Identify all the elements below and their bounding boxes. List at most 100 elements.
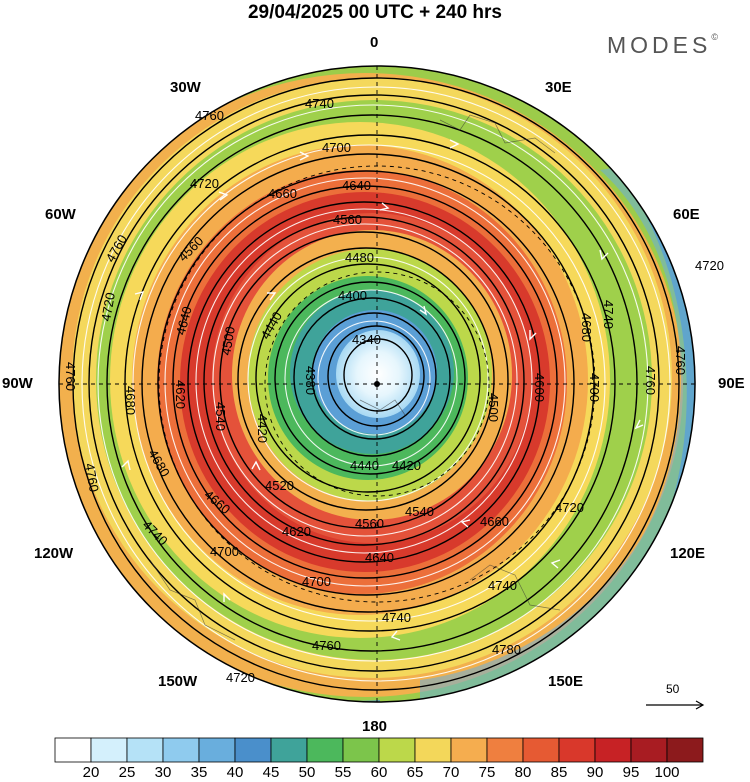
colorbar-tick-label: 45 bbox=[262, 764, 280, 781]
contour-label: 4740 bbox=[305, 96, 334, 111]
contour-label: 4640 bbox=[173, 305, 195, 337]
colorbar-tick-label: 90 bbox=[586, 764, 604, 781]
contour-label: 4520 bbox=[265, 478, 294, 493]
contour-label: 4780 bbox=[492, 642, 521, 657]
reference-vector-label: 50 bbox=[666, 682, 680, 696]
contour-label: 4400 bbox=[338, 288, 367, 303]
contour-label: 4640 bbox=[365, 550, 394, 565]
lon-label-60e: 60E bbox=[673, 206, 700, 223]
contour-label: 4640 bbox=[342, 178, 371, 193]
contour-label: 4680 bbox=[123, 386, 138, 415]
colorbar-tick-label: 65 bbox=[406, 764, 424, 781]
wind-speed-colorbar bbox=[54, 737, 704, 763]
colorbar-swatch bbox=[522, 737, 560, 763]
contour-label: 4560 bbox=[333, 212, 362, 227]
lon-label-60w: 60W bbox=[45, 206, 76, 223]
lon-label-30e: 30E bbox=[545, 79, 572, 96]
colorbar-swatch bbox=[666, 737, 704, 763]
contour-label: 4680 bbox=[579, 313, 594, 342]
lon-label-0: 0 bbox=[370, 34, 379, 51]
contour-label: 4380 bbox=[303, 366, 318, 395]
contour-label: 4720 bbox=[226, 670, 255, 685]
contour-label: 4700 bbox=[302, 574, 331, 589]
contour-label: 4600 bbox=[532, 373, 547, 402]
colorbar-tick-label: 100 bbox=[654, 764, 680, 781]
colorbar-swatch bbox=[342, 737, 380, 763]
colorbar-swatch bbox=[306, 737, 344, 763]
height-contours bbox=[72, 77, 680, 691]
lon-label-120w: 120W bbox=[34, 545, 74, 562]
lon-label-150w: 150W bbox=[158, 673, 198, 690]
contour-label: 4720 bbox=[695, 258, 724, 273]
colorbar-tick-label: 70 bbox=[442, 764, 460, 781]
lon-label-90e: 90E bbox=[718, 375, 745, 392]
contour-label: 4740 bbox=[382, 610, 411, 625]
contour-label: 4540 bbox=[213, 402, 228, 431]
colorbar-tick-label: 35 bbox=[190, 764, 208, 781]
colorbar-swatch bbox=[162, 737, 200, 763]
colorbar-swatch bbox=[270, 737, 308, 763]
lon-label-180: 180 bbox=[362, 718, 388, 735]
contour-label: 4700 bbox=[587, 373, 602, 402]
contour-label: 4720 bbox=[190, 176, 219, 191]
colorbar-swatch bbox=[54, 737, 92, 763]
contour-label: 4440 bbox=[350, 458, 379, 473]
contour-label: 4720 bbox=[98, 291, 118, 322]
contour-label: 4340 bbox=[352, 332, 381, 347]
colorbar-tick-label: 20 bbox=[82, 764, 100, 781]
contour-label: 4760 bbox=[82, 462, 102, 493]
colorbar-swatch bbox=[486, 737, 524, 763]
colorbar-tick-label: 75 bbox=[478, 764, 496, 781]
lon-label-150e: 150E bbox=[548, 673, 584, 690]
contour-label: 4760 bbox=[63, 362, 78, 391]
colorbar-tick-label: 30 bbox=[154, 764, 172, 781]
lon-label-30w: 30W bbox=[170, 79, 201, 96]
colorbar-swatch bbox=[558, 737, 596, 763]
contour-label: 4420 bbox=[392, 458, 421, 473]
colorbar-swatch bbox=[414, 737, 452, 763]
colorbar-swatch bbox=[630, 737, 668, 763]
colorbar-swatch bbox=[378, 737, 416, 763]
map-title: 29/04/2025 00 UTC + 240 hrs bbox=[247, 2, 503, 23]
contour-label: 4500 bbox=[218, 325, 238, 356]
colorbar-swatch bbox=[450, 737, 488, 763]
contour-label: 4740 bbox=[488, 578, 517, 593]
contour-label: 4540 bbox=[405, 504, 434, 519]
contour-label: 4480 bbox=[345, 250, 374, 265]
contour-label: 4420 bbox=[255, 414, 270, 443]
colorbar-swatch bbox=[198, 737, 236, 763]
coastlines bbox=[149, 114, 561, 641]
colorbar-tick-label: 40 bbox=[226, 764, 244, 781]
colorbar-tick-label: 80 bbox=[514, 764, 532, 781]
brand-logo: MODES© bbox=[607, 32, 718, 59]
brand-text: MODES bbox=[607, 32, 712, 58]
contour-label: 4620 bbox=[173, 380, 188, 409]
contour-label: 4700 bbox=[210, 544, 239, 559]
graticule bbox=[59, 66, 695, 702]
colorbar-swatch bbox=[594, 737, 632, 763]
lon-label-120e: 120E bbox=[670, 545, 706, 562]
contour-label-group: 4340 4380 4400 4440 4480 4560 4640 4660 … bbox=[63, 96, 724, 685]
contour-label: 4660 bbox=[268, 186, 297, 201]
reference-vector-arrow bbox=[646, 700, 705, 710]
contour-label: 4560 bbox=[355, 516, 384, 531]
map-border bbox=[58, 65, 696, 703]
contour-label: 4760 bbox=[643, 366, 658, 395]
contour-label: 4500 bbox=[486, 393, 501, 422]
colorbar-tick-label: 60 bbox=[370, 764, 388, 781]
copyright-mark: © bbox=[711, 32, 718, 42]
colorbar-tick-label: 50 bbox=[298, 764, 316, 781]
contour-label: 4740 bbox=[601, 300, 616, 329]
colorbar-swatch bbox=[234, 737, 272, 763]
colorbar-tick-label: 95 bbox=[622, 764, 640, 781]
contour-label: 4700 bbox=[322, 140, 351, 155]
pole-marker bbox=[374, 381, 380, 387]
contour-label: 4620 bbox=[282, 524, 311, 539]
colorbar-tick-label: 55 bbox=[334, 764, 352, 781]
contour-label: 4760 bbox=[195, 108, 224, 123]
streamline-arrows bbox=[121, 139, 644, 641]
contour-label: 4720 bbox=[555, 500, 584, 515]
contour-label: 4760 bbox=[673, 346, 688, 375]
lon-label-90w: 90W bbox=[2, 375, 33, 392]
